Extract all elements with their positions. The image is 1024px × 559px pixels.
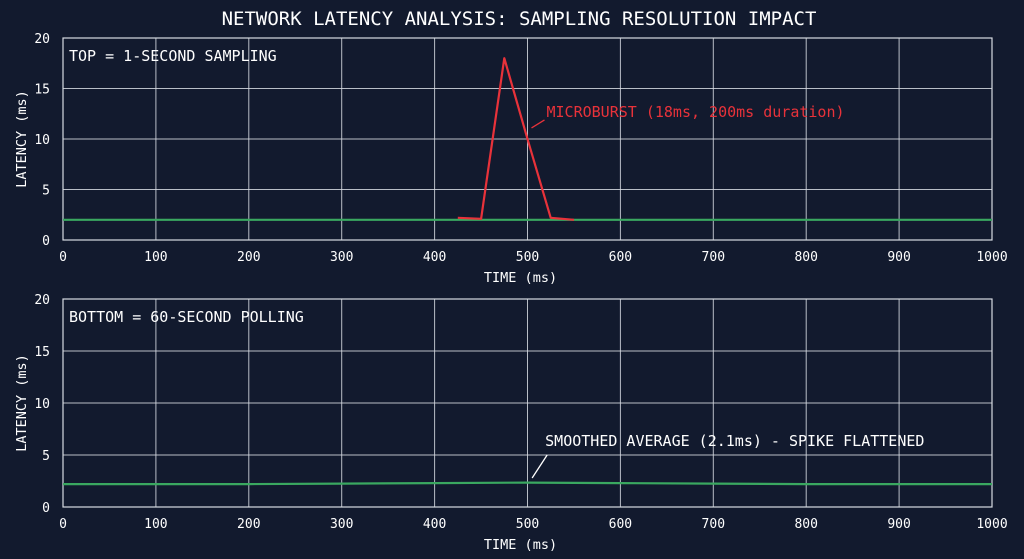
y-tick-label: 5 bbox=[42, 184, 50, 199]
x-tick-label: 600 bbox=[609, 250, 632, 265]
y-tick-label: 0 bbox=[42, 501, 50, 516]
plot-frame bbox=[62, 298, 993, 508]
x-tick-label: 700 bbox=[702, 250, 725, 265]
y-tick-label: 10 bbox=[34, 397, 50, 412]
x-tick-label: 0 bbox=[59, 250, 67, 265]
x-tick-label: 400 bbox=[423, 250, 446, 265]
x-tick-label: 300 bbox=[330, 250, 353, 265]
x-axis-label: TIME (ms) bbox=[484, 270, 557, 286]
y-axis-label: LATENCY (ms) bbox=[14, 354, 30, 452]
y-tick-label: 10 bbox=[34, 133, 50, 148]
y-tick-label: 15 bbox=[34, 345, 50, 360]
x-tick-label: 700 bbox=[702, 517, 725, 532]
x-tick-label: 100 bbox=[144, 250, 167, 265]
x-tick-label: 300 bbox=[330, 517, 353, 532]
x-tick-label: 1000 bbox=[976, 517, 1007, 532]
y-tick-label: 20 bbox=[34, 32, 50, 47]
x-tick-label: 500 bbox=[516, 250, 539, 265]
x-tick-label: 800 bbox=[794, 517, 817, 532]
panel-note: TOP = 1-SECOND SAMPLING bbox=[69, 47, 277, 65]
x-tick-label: 800 bbox=[794, 250, 817, 265]
chart-title: NETWORK LATENCY ANALYSIS: SAMPLING RESOL… bbox=[222, 8, 817, 30]
annotation-label: SMOOTHED AVERAGE (2.1ms) - SPIKE FLATTEN… bbox=[545, 432, 924, 450]
y-tick-label: 5 bbox=[42, 449, 50, 464]
x-tick-label: 900 bbox=[887, 517, 910, 532]
x-tick-label: 100 bbox=[144, 517, 167, 532]
panel-note: BOTTOM = 60-SECOND POLLING bbox=[69, 308, 304, 326]
annotation-leader bbox=[531, 454, 548, 479]
x-tick-label: 200 bbox=[237, 517, 260, 532]
x-tick-label: 900 bbox=[887, 250, 910, 265]
y-axis-label: LATENCY (ms) bbox=[14, 90, 30, 188]
annotation-label: MICROBURST (18ms, 200ms duration) bbox=[547, 103, 845, 121]
x-tick-label: 500 bbox=[516, 517, 539, 532]
x-tick-label: 200 bbox=[237, 250, 260, 265]
bottom-panel: 0 100 200 300 400 500 600 700 800 900 1000 0 5 10 15 20… bbox=[14, 293, 1008, 553]
x-tick-label: 0 bbox=[59, 517, 67, 532]
x-tick-label: 600 bbox=[609, 517, 632, 532]
x-axis-label: TIME (ms) bbox=[484, 537, 557, 553]
x-tick-label: 400 bbox=[423, 517, 446, 532]
top-panel: 0 100 200 300 400 500 600 700 800 900 1000 0 5 10 15 20… bbox=[14, 32, 1008, 286]
annotation-leader bbox=[531, 119, 545, 129]
x-tick-label: 1000 bbox=[976, 250, 1007, 265]
y-tick-label: 15 bbox=[34, 83, 50, 98]
latency-line bbox=[63, 481, 992, 486]
y-tick-label: 20 bbox=[34, 293, 50, 308]
spike-line bbox=[457, 57, 575, 221]
y-tick-label: 0 bbox=[42, 234, 50, 249]
plot-frame bbox=[62, 37, 993, 241]
